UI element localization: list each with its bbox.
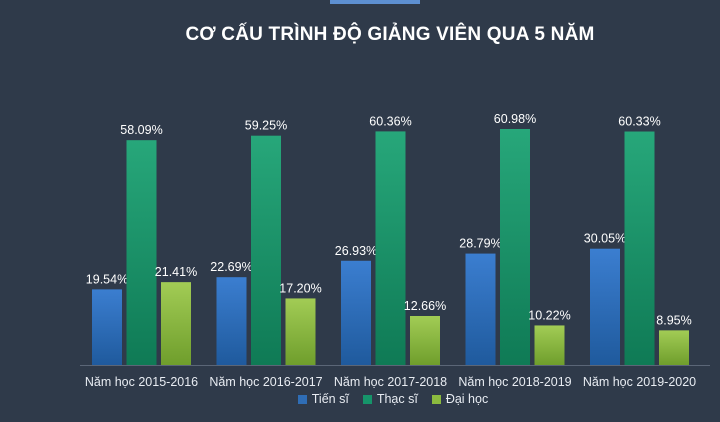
data-label-thac-si-1: 59.25%	[245, 119, 287, 133]
x-tick-label-0: Năm học 2015-2016	[85, 375, 198, 389]
data-label-dai-hoc-2: 12.66%	[404, 299, 446, 313]
bar-thac-si-1	[251, 135, 281, 365]
data-label-tien-si-2: 26.93%	[335, 244, 377, 258]
chart-legend: Tiến sĩ Thạc sĩ Đại học	[0, 392, 720, 406]
legend-item-dai-hoc: Đại học	[431, 392, 489, 406]
bar-dai-hoc-2	[410, 316, 440, 365]
x-tick-label-3: Năm học 2018-2019	[458, 375, 571, 389]
bar-thac-si-4	[624, 131, 655, 365]
x-tick-label-4: Năm học 2019-2020	[583, 375, 696, 389]
x-tick-label-1: Năm học 2016-2017	[209, 375, 322, 389]
data-label-tien-si-0: 19.54%	[86, 272, 128, 286]
bar-thac-si-0	[126, 140, 157, 365]
bar-tien-si-3	[465, 253, 496, 365]
data-label-thac-si-0: 58.09%	[120, 123, 162, 137]
bar-tien-si-0	[92, 289, 122, 365]
data-label-thac-si-2: 60.36%	[369, 114, 411, 128]
legend-label-thac-si: Thạc sĩ	[376, 392, 418, 406]
data-label-dai-hoc-0: 21.41%	[155, 265, 197, 279]
bar-dai-hoc-3	[534, 325, 565, 365]
data-label-tien-si-1: 22.69%	[210, 260, 252, 274]
data-label-dai-hoc-1: 17.20%	[279, 281, 321, 295]
legend-label-tien-si: Tiến sĩ	[311, 392, 349, 406]
data-label-tien-si-3: 28.79%	[459, 237, 501, 251]
legend-item-tien-si: Tiến sĩ	[297, 392, 349, 406]
legend-swatch-dai-hoc	[431, 394, 441, 404]
top-accent-bar	[330, 0, 420, 4]
bar-dai-hoc-4	[659, 330, 689, 365]
legend-swatch-thac-si	[362, 394, 372, 404]
bar-tien-si-2	[341, 260, 371, 365]
data-label-dai-hoc-4: 8.95%	[656, 313, 691, 327]
bar-thac-si-3	[500, 129, 530, 365]
bar-tien-si-1	[216, 277, 247, 365]
data-label-tien-si-4: 30.05%	[584, 232, 626, 246]
chart-title: CƠ CẤU TRÌNH ĐỘ GIẢNG VIÊN QUA 5 NĂM	[185, 24, 595, 45]
bar-dai-hoc-0	[161, 282, 191, 365]
legend-swatch-tien-si	[297, 394, 307, 404]
x-tick-label-2: Năm học 2017-2018	[334, 375, 447, 389]
data-label-thac-si-3: 60.98%	[494, 112, 536, 126]
bar-tien-si-4	[590, 248, 620, 365]
bar-thac-si-2	[375, 131, 406, 365]
legend-label-dai-hoc: Đại học	[445, 392, 489, 406]
data-label-thac-si-4: 60.33%	[618, 115, 660, 129]
legend-item-thac-si: Thạc sĩ	[362, 392, 418, 406]
data-label-dai-hoc-3: 10.22%	[528, 308, 570, 322]
bar-dai-hoc-1	[285, 298, 316, 365]
